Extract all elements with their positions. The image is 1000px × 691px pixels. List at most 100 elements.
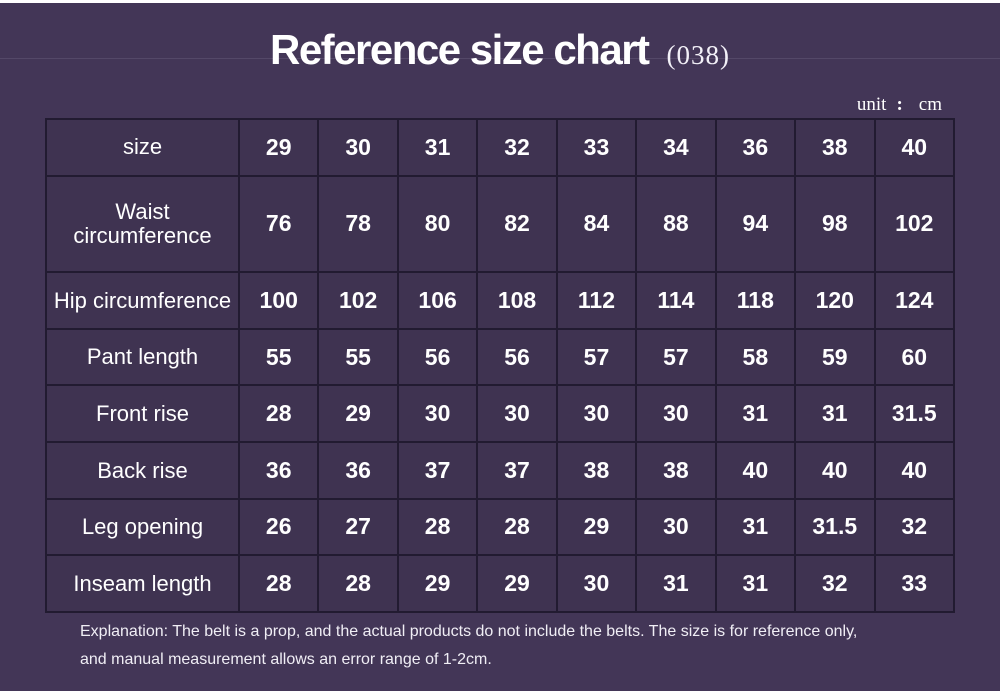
value-cell: 29 bbox=[396, 554, 479, 613]
value-cell: 30 bbox=[635, 497, 717, 557]
value-cell: 80 bbox=[396, 174, 479, 274]
value-cell: 30 bbox=[555, 384, 638, 444]
footer-line-1: Explanation: The belt is a prop, and the… bbox=[80, 623, 858, 640]
table-row: Waist circumference 76 78 80 82 84 88 94 98 102 bbox=[45, 174, 955, 274]
value-cell: 29 bbox=[476, 554, 558, 613]
value-cell: 31 bbox=[635, 554, 717, 613]
table-row: Leg opening 26 27 28 28 29 30 31 31.5 32 bbox=[45, 497, 955, 557]
table-row: Front rise 28 29 30 30 30 30 31 31 31.5 bbox=[45, 384, 955, 444]
value-cell: 112 bbox=[555, 271, 638, 330]
footer-line-2: and manual measurement allows an error r… bbox=[80, 650, 492, 668]
size-chart-body: size 29 30 31 32 33 34 36 38 40 Waist circumferenc… bbox=[45, 118, 955, 613]
value-cell: 38 bbox=[794, 118, 876, 177]
value-cell: 30 bbox=[635, 384, 717, 444]
value-cell: 26 bbox=[237, 497, 320, 557]
value-cell: 114 bbox=[635, 271, 717, 330]
value-cell: 31.5 bbox=[873, 384, 955, 444]
page-title-suffix: (038) bbox=[666, 40, 731, 70]
value-cell: 36 bbox=[714, 118, 797, 177]
value-cell: 31 bbox=[714, 497, 797, 557]
value-cell: 84 bbox=[555, 174, 638, 274]
value-cell: 40 bbox=[794, 441, 876, 500]
unit-separator: : bbox=[896, 94, 903, 115]
value-cell: 40 bbox=[873, 118, 955, 177]
value-cell: 30 bbox=[317, 118, 399, 177]
value-cell: 32 bbox=[476, 118, 558, 177]
value-cell: 28 bbox=[396, 497, 479, 557]
value-cell: 30 bbox=[555, 554, 638, 613]
value-cell: 88 bbox=[635, 174, 717, 274]
page-title: Reference size chart bbox=[269, 26, 650, 73]
value-cell: 32 bbox=[873, 497, 955, 557]
value-cell: 38 bbox=[635, 441, 717, 500]
value-cell: 36 bbox=[237, 441, 320, 500]
value-cell: 124 bbox=[873, 271, 955, 330]
value-cell: 57 bbox=[635, 327, 717, 387]
table-row: Pant length 55 55 56 56 57 57 58 59 60 bbox=[45, 327, 955, 387]
value-cell: 108 bbox=[476, 271, 558, 330]
value-cell: 82 bbox=[476, 174, 558, 274]
row-label-cell: Back rise bbox=[45, 441, 240, 500]
top-white-strip bbox=[0, 0, 1000, 3]
value-cell: 30 bbox=[476, 384, 558, 444]
value-cell: 31 bbox=[714, 554, 797, 613]
table-row: Hip circumference 100 102 106 108 112 114 118 12… bbox=[45, 271, 955, 330]
value-cell: 40 bbox=[714, 441, 797, 500]
header: Reference size chart (038) bbox=[0, 26, 1000, 74]
value-cell: 28 bbox=[237, 554, 320, 613]
value-cell: 106 bbox=[396, 271, 479, 330]
value-cell: 31.5 bbox=[794, 497, 876, 557]
value-cell: 57 bbox=[555, 327, 638, 387]
value-cell: 27 bbox=[317, 497, 399, 557]
row-label-cell: Leg opening bbox=[45, 497, 240, 557]
unit-label: unit bbox=[856, 94, 887, 115]
value-cell: 37 bbox=[476, 441, 558, 500]
value-cell: 37 bbox=[396, 441, 479, 500]
value-cell: 102 bbox=[317, 271, 399, 330]
value-cell: 118 bbox=[714, 271, 797, 330]
value-cell: 33 bbox=[555, 118, 638, 177]
row-label-cell: Front rise bbox=[45, 384, 240, 444]
value-cell: 100 bbox=[237, 271, 320, 330]
value-cell: 30 bbox=[396, 384, 479, 444]
footer-note: Explanation: The belt is a prop, and the… bbox=[80, 618, 857, 673]
value-cell: 29 bbox=[237, 118, 320, 177]
value-cell: 55 bbox=[237, 327, 320, 387]
value-cell: 31 bbox=[714, 384, 797, 444]
unit-value: cm bbox=[918, 94, 942, 115]
unit-note: unit: cm bbox=[857, 94, 942, 116]
value-cell: 120 bbox=[794, 271, 876, 330]
value-cell: 28 bbox=[317, 554, 399, 613]
value-cell: 36 bbox=[317, 441, 399, 500]
value-cell: 28 bbox=[237, 384, 320, 444]
value-cell: 102 bbox=[873, 174, 955, 274]
table-row: Back rise 36 36 37 37 38 38 40 40 40 bbox=[45, 441, 955, 500]
value-cell: 58 bbox=[714, 327, 797, 387]
value-cell: 28 bbox=[476, 497, 558, 557]
value-cell: 29 bbox=[555, 497, 638, 557]
value-cell: 31 bbox=[396, 118, 479, 177]
value-cell: 34 bbox=[635, 118, 717, 177]
row-label-cell: size bbox=[45, 118, 240, 177]
value-cell: 98 bbox=[794, 174, 876, 274]
value-cell: 29 bbox=[317, 384, 399, 444]
table-row: Inseam length 28 28 29 29 30 31 31 32 33 bbox=[45, 554, 955, 613]
row-label-cell: Hip circumference bbox=[45, 271, 240, 330]
title-divider-line bbox=[0, 58, 1000, 59]
value-cell: 38 bbox=[555, 441, 638, 500]
value-cell: 78 bbox=[317, 174, 399, 274]
value-cell: 60 bbox=[873, 327, 955, 387]
row-label-cell: Pant length bbox=[45, 327, 240, 387]
value-cell: 31 bbox=[794, 384, 876, 444]
value-cell: 56 bbox=[396, 327, 479, 387]
row-label-cell: Waist circumference bbox=[45, 174, 240, 274]
value-cell: 55 bbox=[317, 327, 399, 387]
row-label-cell: Inseam length bbox=[45, 554, 240, 613]
value-cell: 32 bbox=[794, 554, 876, 613]
value-cell: 40 bbox=[873, 441, 955, 500]
size-chart-table: size 29 30 31 32 33 34 36 38 40 Waist circumferenc… bbox=[45, 118, 955, 613]
value-cell: 56 bbox=[476, 327, 558, 387]
table-row: size 29 30 31 32 33 34 36 38 40 bbox=[45, 118, 955, 177]
value-cell: 59 bbox=[794, 327, 876, 387]
